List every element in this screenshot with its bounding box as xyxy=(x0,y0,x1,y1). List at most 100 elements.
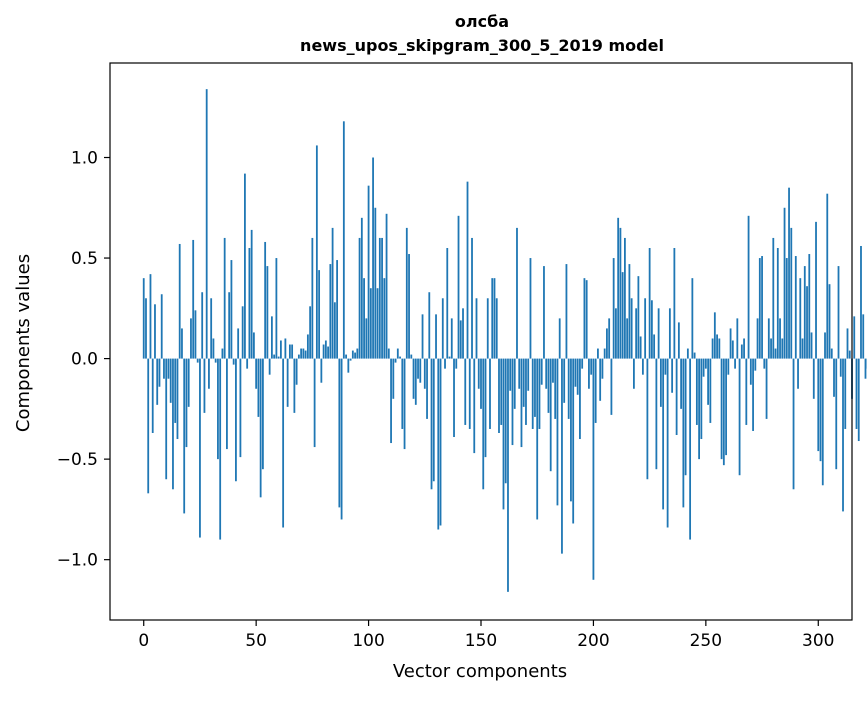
bar xyxy=(700,359,702,439)
bar xyxy=(730,328,732,358)
bar xyxy=(356,349,358,359)
bar xyxy=(318,270,320,358)
bar xyxy=(431,359,433,490)
bar xyxy=(557,359,559,506)
bar xyxy=(181,328,183,358)
bar xyxy=(635,308,637,358)
bar xyxy=(334,302,336,358)
bar xyxy=(694,353,696,359)
y-axis-label: Components values xyxy=(13,254,34,432)
bar xyxy=(584,278,586,358)
bar xyxy=(602,359,604,379)
bar xyxy=(530,258,532,359)
bar xyxy=(826,194,828,359)
bar xyxy=(262,359,264,470)
bar xyxy=(561,359,563,554)
bar xyxy=(152,359,154,433)
bar xyxy=(453,359,455,437)
bar xyxy=(401,359,403,429)
bar xyxy=(485,359,487,458)
bar xyxy=(566,264,568,359)
bar xyxy=(856,359,858,429)
bar xyxy=(797,359,799,389)
bar xyxy=(255,359,257,389)
bar xyxy=(806,286,808,358)
bar xyxy=(543,266,545,359)
bar xyxy=(563,359,565,403)
bar xyxy=(489,359,491,429)
x-tick-label: 150 xyxy=(465,631,497,651)
bar xyxy=(159,359,161,387)
bar xyxy=(177,359,179,439)
bar xyxy=(316,145,318,358)
bar xyxy=(354,353,356,359)
bar xyxy=(577,359,579,395)
bar xyxy=(406,228,408,359)
bar xyxy=(548,359,550,413)
bar xyxy=(707,359,709,405)
bar xyxy=(732,340,734,358)
bar xyxy=(788,188,790,359)
bar xyxy=(545,359,547,389)
bar xyxy=(253,332,255,358)
bar xyxy=(572,359,574,524)
bar xyxy=(649,248,651,359)
bar xyxy=(541,359,543,385)
bar xyxy=(231,260,233,359)
x-tick-label: 50 xyxy=(245,631,267,651)
bar xyxy=(608,318,610,358)
bar xyxy=(516,228,518,359)
x-tick-label: 0 xyxy=(138,631,149,651)
bar xyxy=(799,278,801,358)
bar xyxy=(273,355,275,359)
bar xyxy=(161,294,163,358)
chart-title-line2: news_upos_skipgram_300_5_2019 model xyxy=(300,36,664,55)
bar xyxy=(534,359,536,417)
bar xyxy=(309,306,311,358)
bar xyxy=(190,318,192,358)
bar xyxy=(597,349,599,359)
bar xyxy=(750,359,752,385)
bar xyxy=(658,308,660,358)
bar xyxy=(338,359,340,508)
bar xyxy=(703,359,705,377)
bar xyxy=(831,349,833,359)
bar xyxy=(604,349,606,359)
bar xyxy=(449,357,451,359)
bar xyxy=(678,322,680,358)
bar xyxy=(498,359,500,433)
bar xyxy=(629,264,631,359)
bar xyxy=(759,258,761,359)
bar xyxy=(494,278,496,358)
bar xyxy=(617,218,619,359)
bar xyxy=(768,318,770,358)
bar xyxy=(440,359,442,526)
bar xyxy=(849,351,851,359)
bar xyxy=(408,254,410,359)
bar xyxy=(365,318,367,358)
bar xyxy=(233,359,235,365)
bar xyxy=(399,357,401,359)
bar xyxy=(206,89,208,358)
bar xyxy=(487,298,489,358)
bar xyxy=(386,214,388,359)
bar xyxy=(745,359,747,425)
bar xyxy=(642,359,644,375)
bar xyxy=(307,334,309,358)
bar xyxy=(795,256,797,359)
bar xyxy=(813,359,815,399)
bar xyxy=(437,359,439,530)
bar xyxy=(637,276,639,358)
bar xyxy=(320,359,322,383)
bar xyxy=(451,318,453,358)
x-tick-label: 250 xyxy=(690,631,722,651)
bar xyxy=(743,338,745,358)
bar xyxy=(271,316,273,358)
bar xyxy=(381,238,383,359)
bar xyxy=(853,316,855,358)
bar xyxy=(314,359,316,447)
bar xyxy=(266,266,268,359)
bar xyxy=(163,359,165,379)
bar xyxy=(350,359,352,361)
bar xyxy=(514,359,516,409)
